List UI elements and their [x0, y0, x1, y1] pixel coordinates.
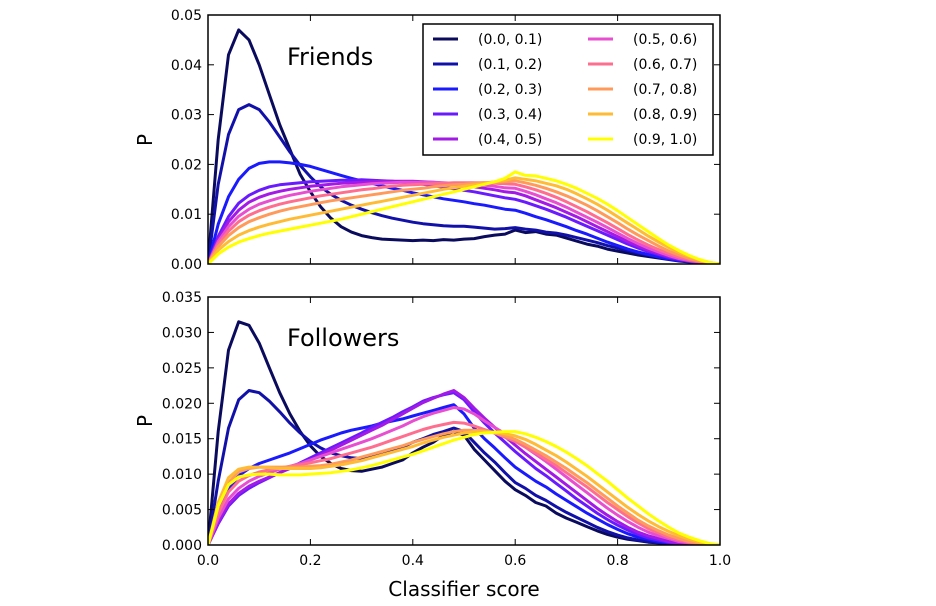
y-tick-label: 0.010	[162, 467, 202, 483]
x-tick-label: 0.6	[504, 553, 526, 569]
y-tick-label: 0.000	[162, 538, 202, 554]
y-tick-label: 0.015	[162, 432, 202, 448]
series-line-7	[208, 179, 720, 264]
legend-label-2: (0.2, 0.3)	[478, 82, 542, 98]
series-line-7	[208, 428, 720, 545]
panel-title: Followers	[287, 324, 399, 352]
series-line-2	[208, 160, 720, 264]
series-line-9	[208, 170, 720, 264]
y-axis-label: P	[133, 415, 157, 427]
x-tick-label: 0.0	[197, 553, 219, 569]
series-line-4	[208, 179, 720, 264]
y-tick-label: 0.04	[171, 58, 202, 74]
x-axis-label: Classifier score	[388, 577, 539, 601]
followers-panel: 0.000 0.005 0.010 0.015 0.020 0.025 0.030 0.035…	[133, 290, 731, 601]
x-tick-label: 0.8	[606, 553, 628, 569]
y-tick-label: 0.05	[171, 8, 202, 24]
legend-label-6: (0.6, 0.7)	[633, 57, 697, 73]
legend: (0.0, 0.1) (0.1, 0.2) (0.2, 0.3) (0.3, 0.4)…	[422, 23, 714, 156]
series-group	[208, 28, 720, 264]
y-axis-label: P	[133, 134, 157, 146]
series-group	[208, 320, 720, 545]
y-tick-label: 0.03	[171, 108, 202, 124]
series-line-9	[208, 430, 720, 545]
legend-label-4: (0.4, 0.5)	[478, 132, 542, 148]
legend-label-8: (0.8, 0.9)	[633, 107, 697, 123]
x-tick-label: 0.4	[402, 553, 424, 569]
panel-title: Friends	[287, 43, 373, 71]
legend-label-3: (0.3, 0.4)	[478, 107, 542, 123]
legend-label-0: (0.0, 0.1)	[478, 32, 542, 48]
series-line-8	[208, 430, 720, 545]
y-tick-label: 0.005	[162, 503, 202, 519]
x-tick-label: 1.0	[709, 553, 731, 569]
legend-label-7: (0.7, 0.8)	[633, 82, 697, 98]
x-tick-label: 0.2	[299, 553, 321, 569]
axes-frame	[207, 14, 721, 265]
y-tick-label: 0.020	[162, 396, 202, 412]
y-tick-label: 0.02	[171, 157, 202, 173]
series-line-8	[208, 176, 720, 264]
friends-panel: 0.00 0.01 0.02 0.03 0.04 0.05 P Friends (0.0, 0.…	[133, 8, 721, 273]
y-tick-label: 0.00	[171, 257, 202, 273]
y-tick-label: 0.035	[162, 290, 202, 306]
legend-label-5: (0.5, 0.6)	[633, 32, 697, 48]
axes-frame	[207, 296, 721, 546]
y-tick-label: 0.025	[162, 361, 202, 377]
legend-box	[422, 23, 714, 156]
series-line-2	[208, 403, 720, 545]
legend-label-9: (0.9, 1.0)	[633, 132, 697, 148]
y-tick-label: 0.030	[162, 325, 202, 341]
series-line-6	[208, 420, 720, 545]
y-tick-label: 0.01	[171, 207, 202, 223]
legend-label-1: (0.1, 0.2)	[478, 57, 542, 73]
